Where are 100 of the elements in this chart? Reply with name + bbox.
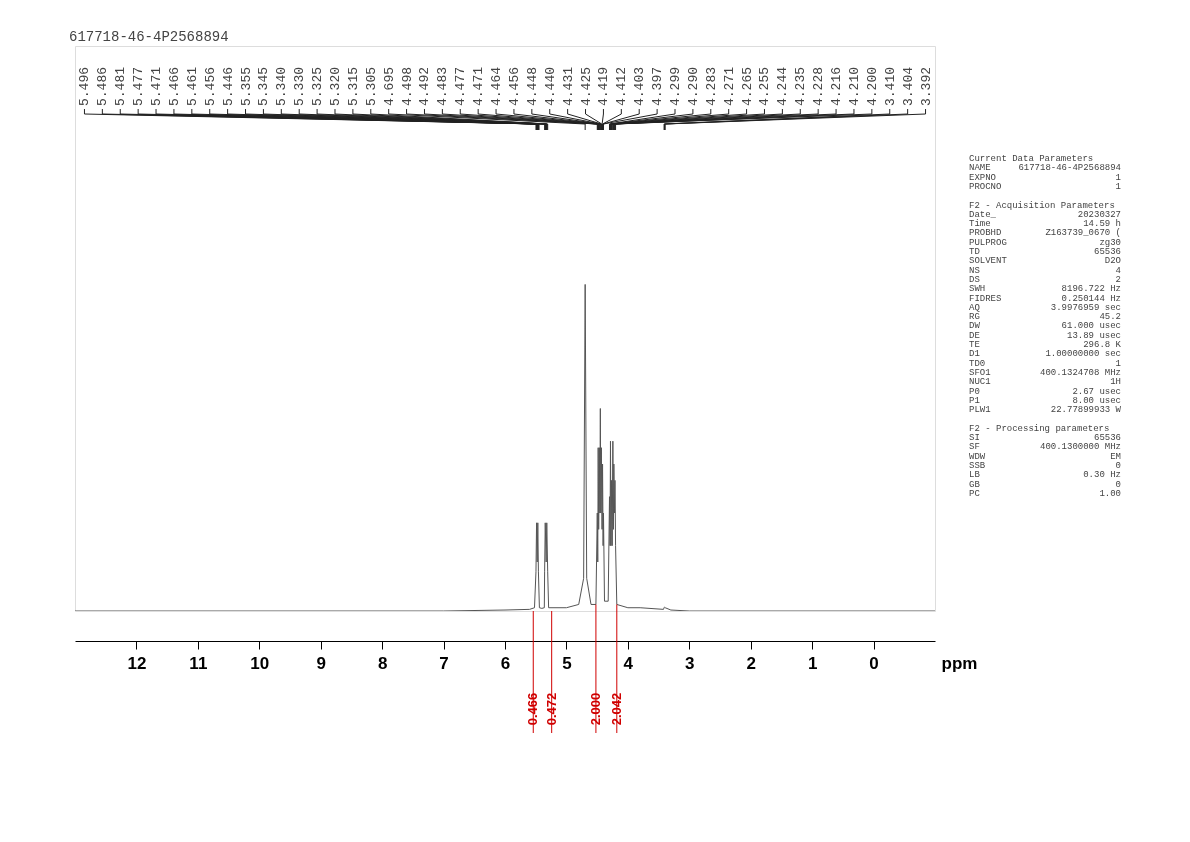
annotation: 4.419 bbox=[596, 66, 612, 106]
text: WDW EM bbox=[969, 451, 1121, 462]
x-tick-label: 3 bbox=[685, 653, 695, 673]
annotation: 4.235 bbox=[793, 66, 809, 106]
annotation: 3.392 bbox=[918, 66, 934, 106]
annotation: 5.477 bbox=[131, 66, 147, 106]
annotation: 4.244 bbox=[775, 66, 791, 106]
annotation: 2.042 bbox=[608, 692, 624, 726]
x-tick-label: 12 bbox=[127, 653, 147, 673]
text: TD0 1 bbox=[969, 358, 1121, 369]
annotation: 4.299 bbox=[668, 66, 684, 106]
annotation: 4.228 bbox=[811, 66, 827, 106]
text: PROCNO 1 bbox=[969, 181, 1121, 192]
annotation: 5.305 bbox=[363, 66, 379, 106]
text: NUC1 1H bbox=[969, 377, 1121, 388]
annotation: 5.471 bbox=[149, 66, 165, 106]
x-tick-label: 2 bbox=[746, 653, 756, 673]
text: PC 1.00 bbox=[969, 488, 1121, 499]
x-tick-label: 9 bbox=[316, 653, 326, 673]
text: SF 400.1300000 MHz bbox=[969, 442, 1121, 453]
annotation: 4.498 bbox=[399, 66, 415, 106]
annotation: 5.345 bbox=[256, 66, 272, 106]
x-tick-label: 8 bbox=[377, 653, 388, 673]
annotation: 4.200 bbox=[864, 66, 880, 106]
annotation: 4.403 bbox=[632, 66, 648, 106]
text: RG 45.2 bbox=[969, 312, 1121, 323]
annotation: 3.404 bbox=[900, 66, 916, 106]
annotation: 4.448 bbox=[524, 66, 540, 106]
annotation: 4.456 bbox=[506, 66, 522, 106]
text: AQ 3.9976959 sec bbox=[969, 302, 1121, 313]
annotation: 5.355 bbox=[238, 66, 254, 106]
annotation: 5.330 bbox=[292, 66, 308, 106]
annotation: 0.466 bbox=[525, 692, 541, 726]
annotation: 4.265 bbox=[739, 66, 755, 106]
annotation: 5.340 bbox=[274, 66, 290, 106]
x-tick-label: 10 bbox=[250, 653, 270, 673]
text: F2 - Processing parameters bbox=[969, 423, 1110, 434]
annotation: 5.466 bbox=[166, 66, 182, 106]
text: P0 2.67 usec bbox=[969, 386, 1121, 397]
annotation: 2.000 bbox=[587, 692, 603, 726]
text: NAME 617718-46-4P2568894 bbox=[969, 163, 1121, 174]
text: PROBHD Z163739_0670 ( bbox=[969, 228, 1121, 239]
text: EXPNO 1 bbox=[969, 172, 1121, 183]
x-tick-label: 5 bbox=[562, 653, 572, 673]
text: SSB 0 bbox=[969, 460, 1121, 471]
x-tick-label: 7 bbox=[439, 653, 449, 673]
x-axis-title: ppm bbox=[941, 653, 978, 673]
annotation: 0.472 bbox=[543, 692, 559, 726]
text: SOLVENT D2O bbox=[969, 256, 1121, 267]
annotation: 4.290 bbox=[685, 66, 701, 106]
annotation: 4.216 bbox=[829, 66, 845, 106]
annotation: 4.397 bbox=[650, 66, 666, 106]
text: Date_ 20230327 bbox=[969, 209, 1121, 220]
annotation: 4.431 bbox=[560, 66, 576, 106]
text: SI 65536 bbox=[969, 433, 1121, 443]
text: FIDRES 0.250144 Hz bbox=[969, 293, 1121, 304]
text: DE 13.89 usec bbox=[969, 330, 1121, 341]
annotation: 5.486 bbox=[95, 66, 111, 106]
x-tick-label: 4 bbox=[623, 653, 634, 673]
annotation: 4.210 bbox=[846, 66, 862, 106]
x-tick-label: 6 bbox=[500, 653, 511, 673]
annotation: 5.315 bbox=[345, 66, 361, 106]
annotation: 4.483 bbox=[435, 66, 451, 106]
text: PULPROG zg30 bbox=[969, 237, 1121, 248]
text: PLW1 22.77899933 W bbox=[969, 405, 1121, 416]
text: TE 296.8 K bbox=[969, 340, 1121, 350]
annotation: 4.464 bbox=[489, 66, 505, 106]
x-tick-label: 0 bbox=[869, 653, 879, 673]
x-tick-label: 1 bbox=[807, 653, 818, 673]
annotation: 4.492 bbox=[417, 66, 433, 106]
text: LB 0.30 Hz bbox=[969, 470, 1121, 481]
text: TD 65536 bbox=[969, 247, 1121, 257]
text: F2 - Acquisition Parameters bbox=[969, 200, 1115, 211]
annotation: 4.283 bbox=[703, 66, 719, 106]
text: DS 2 bbox=[969, 274, 1121, 285]
text: GB 0 bbox=[969, 479, 1121, 490]
annotation: 4.271 bbox=[721, 66, 737, 106]
annotation: 5.325 bbox=[310, 66, 326, 106]
chart-title: 617718-46-4P2568894 bbox=[69, 29, 229, 45]
text: Current Data Parameters bbox=[969, 154, 1094, 164]
annotation: 5.461 bbox=[184, 66, 200, 106]
annotation: 4.425 bbox=[578, 66, 594, 106]
annotation: 4.412 bbox=[614, 66, 630, 106]
annotation: 4.471 bbox=[471, 66, 487, 106]
annotation: 4.477 bbox=[453, 66, 469, 106]
annotation: 5.456 bbox=[202, 66, 218, 106]
annotation: 5.446 bbox=[220, 66, 236, 106]
annotation: 3.410 bbox=[882, 66, 898, 106]
annotation: 4.440 bbox=[542, 66, 558, 106]
text: SWH 8196.722 Hz bbox=[969, 284, 1121, 295]
annotation: 4.695 bbox=[381, 66, 397, 106]
annotation: 4.255 bbox=[757, 66, 773, 106]
text: D1 1.00000000 sec bbox=[969, 349, 1121, 360]
text: SFO1 400.1324708 MHz bbox=[969, 367, 1121, 378]
x-tick-label: 11 bbox=[189, 653, 208, 673]
text: NS 4 bbox=[969, 265, 1121, 276]
text: P1 8.00 usec bbox=[969, 395, 1121, 406]
text: DW 61.000 usec bbox=[969, 321, 1121, 332]
annotation: 5.320 bbox=[327, 66, 343, 106]
annotation: 5.481 bbox=[113, 66, 129, 106]
